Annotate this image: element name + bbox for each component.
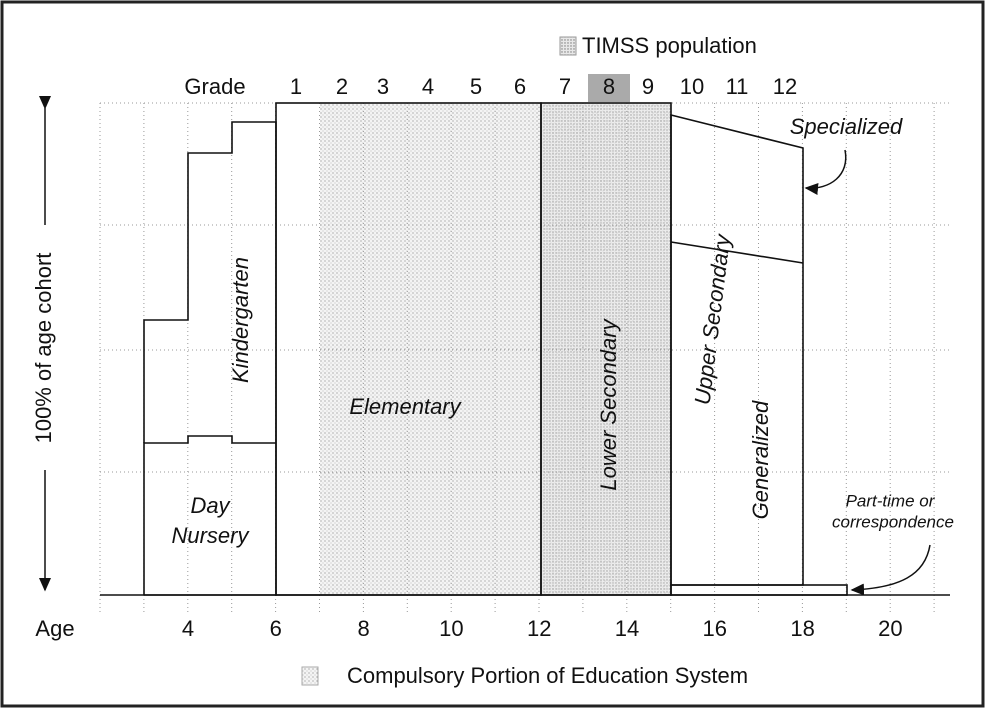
region-label: Generalized [748,400,773,519]
part-time-strip [670,584,848,596]
region-label: Elementary [349,394,462,419]
y-axis-label: 100% of age cohort [31,253,56,444]
region-label: correspondence [832,512,954,531]
age-number: 16 [703,616,727,641]
age-number: 6 [270,616,282,641]
grade-label: Grade [184,74,245,99]
arrow [804,149,847,195]
grade-number: 9 [642,74,654,99]
grade-number: 11 [726,74,749,99]
timss-highlight [588,74,630,102]
grade-number: 12 [773,74,797,99]
region-label: Lower Secondary [596,317,621,490]
grade-number: 10 [680,74,704,99]
legend-label: Compulsory Portion of Education System [347,663,748,688]
region-label: Part-time or [846,491,936,510]
grade-number: 6 [514,74,526,99]
legend-label: TIMSS population [582,33,757,58]
grade-number: 2 [336,74,348,99]
region-label: Nursery [171,523,250,548]
age-number: 10 [439,616,463,641]
grade-number: 1 [290,74,302,99]
grade-number: 5 [470,74,482,99]
age-number: 18 [790,616,814,641]
grade-number: 3 [377,74,389,99]
lower-secondary-shade [541,103,671,595]
age-number: 14 [615,616,639,641]
age-number: 4 [182,616,194,641]
arrow [850,544,931,596]
grade-number: 8 [603,74,615,99]
specialized-divider [670,241,804,264]
upper-secondary-box [670,113,804,586]
age-number: 12 [527,616,551,641]
grade-number: 7 [559,74,571,99]
age-number: 20 [878,616,902,641]
region-label: Kindergarten [228,257,253,383]
region-label: Day [190,493,231,518]
region-label: Upper Secondary [689,231,735,406]
age-number: 8 [357,616,369,641]
age-label: Age [35,616,74,641]
grade-number: 4 [422,74,434,99]
region-label: Specialized [790,114,903,139]
legend-swatch [559,36,577,56]
legend-swatch [301,666,319,686]
